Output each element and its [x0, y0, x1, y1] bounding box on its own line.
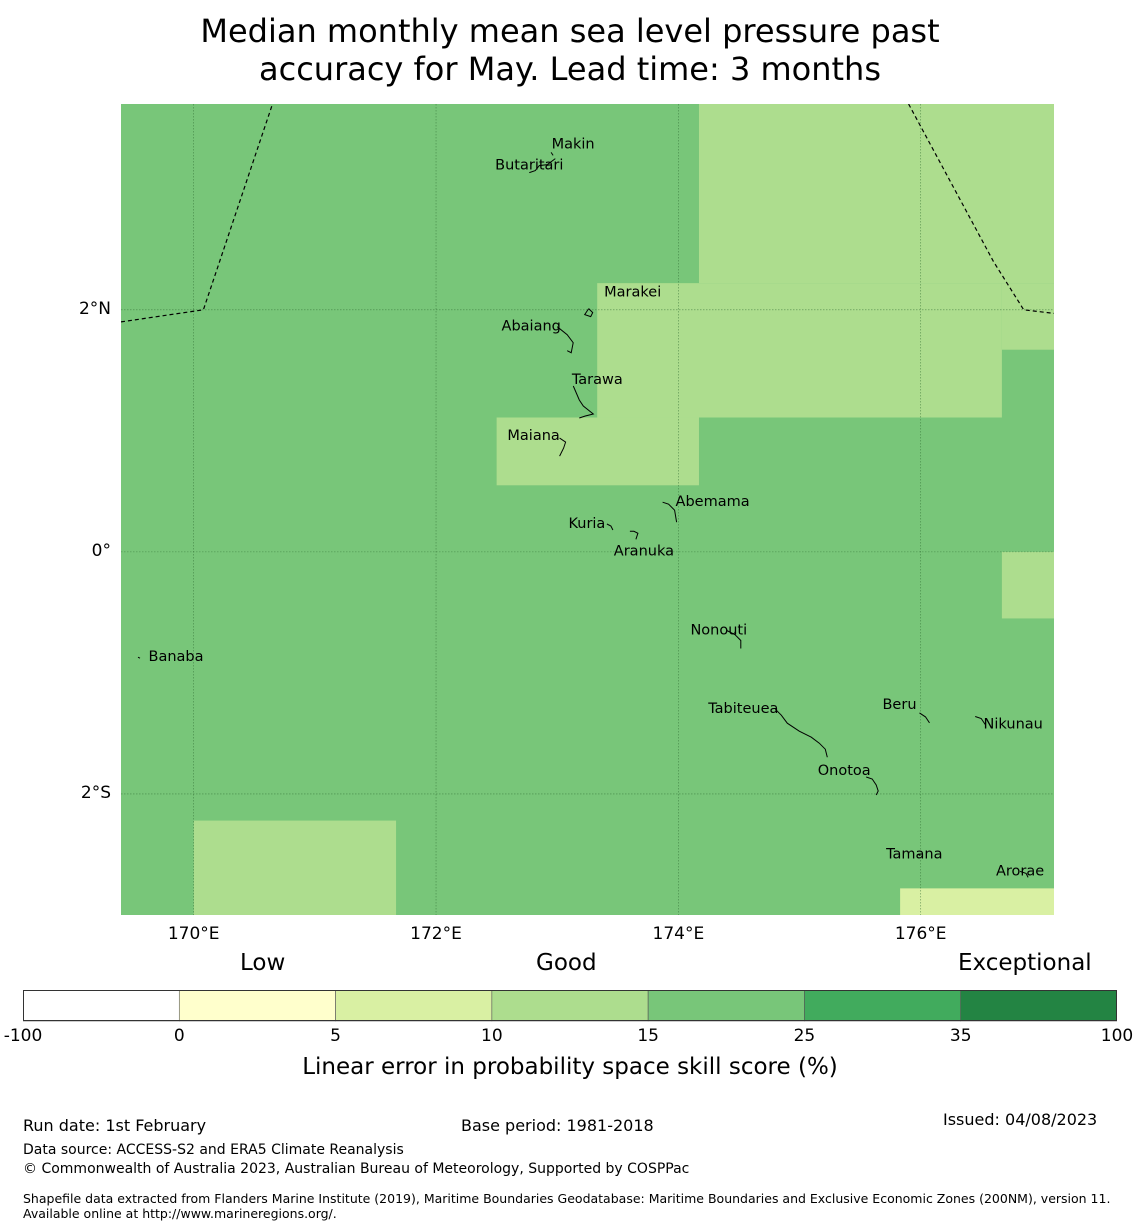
colorbar-title: Linear error in probability space skill … [302, 1054, 838, 1080]
island-label: Makin [552, 136, 595, 152]
island-coastline [559, 437, 567, 457]
skill-cell-10-15 [496, 417, 699, 486]
island-coastline [137, 656, 141, 659]
island-label: Maiana [507, 428, 559, 444]
run-date: Run date: 1st February [23, 1116, 207, 1135]
island-label: Nonouti [690, 623, 747, 639]
island-coastline [726, 630, 742, 649]
skill-cell-10-15 [597, 283, 1002, 418]
skill-cell-10-15 [193, 820, 397, 915]
island-coastline [919, 712, 930, 724]
skill-cell-5-10 [900, 888, 1054, 915]
colorbar-tick-label: -100 [3, 1026, 43, 1046]
island-coastline [975, 716, 986, 725]
island-coastline [606, 523, 614, 531]
lon-tick-label: 174°E [652, 924, 705, 944]
island-label: Tamana [885, 847, 942, 863]
lat-tick-label: 2°N [78, 298, 111, 319]
island-label: Abemama [676, 494, 750, 510]
island-coastline [572, 385, 595, 419]
island-label: Marakei [604, 285, 661, 301]
colorbar-segment [647, 990, 805, 1022]
category-exceptional: Exceptional [958, 950, 1092, 976]
shapefile-note: Shapefile data extracted from Flanders M… [23, 1191, 1111, 1221]
island-label: Kuria [568, 516, 605, 532]
issued-date: Issued: 04/08/2023 [943, 1110, 1098, 1129]
island-coastline [550, 152, 554, 156]
colorbar-segment [178, 990, 336, 1022]
lon-tick-label: 176°E [894, 924, 947, 944]
copyright: © Commonwealth of Australia 2023, Austra… [23, 1161, 690, 1177]
category-low: Low [240, 950, 286, 976]
lon-tick-label: 172°E [410, 924, 462, 944]
colorbar-segment [23, 990, 180, 1022]
colorbar-segment [804, 990, 962, 1022]
colorbar-tick-label: 35 [949, 1026, 972, 1046]
colorbar-frame [23, 990, 1117, 1021]
base-period: Base period: 1981-2018 [461, 1116, 654, 1135]
island-label: Nikunau [984, 717, 1043, 733]
island-coastline [918, 854, 921, 856]
skill-cell-10-15 [1001, 283, 1054, 350]
island-coastline [556, 326, 574, 354]
island-coastline [529, 158, 556, 174]
colorbar [23, 990, 1117, 1022]
island-label: Arorae [996, 863, 1044, 879]
island-coastline [1019, 870, 1029, 878]
island-label: Onotoa [818, 763, 871, 779]
skill-cell-10-15 [698, 104, 1054, 284]
colorbar-segment [335, 990, 493, 1022]
island-label: Tarawa [571, 372, 623, 388]
colorbar-tick-label: 5 [330, 1026, 341, 1046]
skill-map: Makin Butaritari Marakei Abaiang Tarawa Maian… [121, 104, 1054, 915]
island-coastline [583, 308, 594, 318]
colorbar-tick-label: 100 [1100, 1026, 1134, 1046]
lon-tick-label: 170°E [167, 924, 220, 944]
island-coastline [866, 776, 879, 796]
skill-cell-10-15 [1001, 551, 1054, 619]
data-source: Data source: ACCESS-S2 and ERA5 Climate … [23, 1142, 404, 1158]
chart-title-line-1: Median monthly mean sea level pressure p… [200, 12, 940, 50]
island-label: Banaba [149, 649, 204, 665]
island-coastline [629, 530, 639, 540]
island-label: Abaiang [502, 319, 561, 335]
island-label: Beru [882, 697, 916, 713]
colorbar-tick-label: 15 [637, 1026, 659, 1046]
island-coastline [662, 501, 678, 523]
category-good: Good [536, 950, 597, 976]
island-label: Tabiteuea [707, 701, 778, 717]
chart-title-line-2: accuracy for May. Lead time: 3 months [258, 50, 881, 88]
colorbar-segment [491, 990, 649, 1022]
colorbar-tick-label: 0 [173, 1026, 185, 1046]
island-label: Butaritari [495, 158, 563, 174]
lat-tick-label: 2°S [80, 782, 111, 803]
colorbar-segment [960, 990, 1117, 1022]
colorbar-tick-label: 10 [481, 1026, 503, 1046]
island-label: Aranuka [614, 543, 674, 559]
island-coastline [774, 708, 828, 758]
lat-tick-label: 0° [91, 540, 111, 561]
colorbar-tick-label: 25 [793, 1026, 816, 1046]
